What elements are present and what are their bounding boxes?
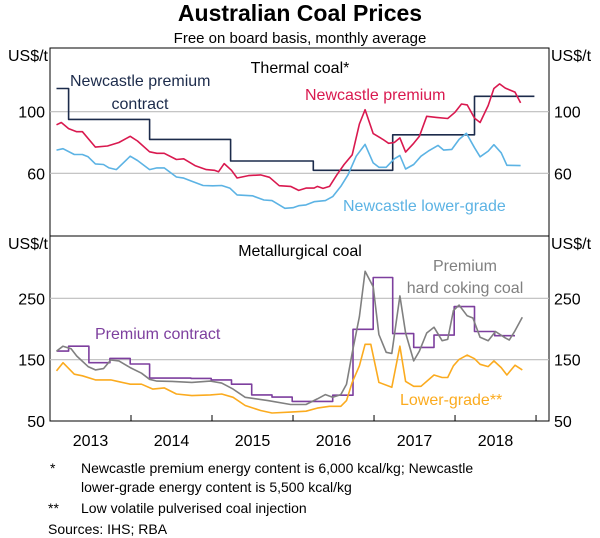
y-tick-label-right: 50 xyxy=(554,414,572,431)
y-tick-label-left: 100 xyxy=(18,105,45,122)
y-tick-label-right: 100 xyxy=(554,105,581,122)
x-tick-label: 2015 xyxy=(235,433,271,450)
footnotes: * Newcastle premium energy content is 6,… xyxy=(48,460,473,537)
chart-subtitle: Free on board basis, monthly average xyxy=(174,30,427,47)
y-tick-label-left: 250 xyxy=(18,291,45,308)
footnote-2-line-1: Low volatile pulverised coal injection xyxy=(81,500,307,516)
plot-frame xyxy=(49,47,550,422)
chart-title: Australian Coal Prices xyxy=(178,0,422,26)
panel-title: Metallurgical coal xyxy=(238,243,362,260)
series-label: Premium contract xyxy=(95,326,221,343)
y-tick-label-left: 150 xyxy=(18,353,45,370)
x-tick-label: 2013 xyxy=(73,433,109,450)
y-axis-unit-right: US$/t xyxy=(551,236,592,253)
y-tick-label-right: 60 xyxy=(554,166,572,183)
footnote-1-mark: * xyxy=(50,460,56,476)
series-line-newcastle-premium xyxy=(56,83,522,192)
x-tick-label: 2017 xyxy=(397,433,433,450)
series-label: Lower-grade** xyxy=(400,392,502,409)
y-tick-label-left: 50 xyxy=(27,414,45,431)
footnote-1-line-2: lower-grade energy content is 5,500 kcal… xyxy=(81,479,352,495)
series-label: Newcastle premium xyxy=(70,73,210,90)
y-axis-unit-left: US$/t xyxy=(8,48,49,65)
x-tick-label: 2018 xyxy=(478,433,514,450)
series-line-premium-hard-coking-coal xyxy=(56,270,524,406)
series-label: hard coking coal xyxy=(407,280,524,297)
series-line-lower-grade xyxy=(55,343,523,414)
sources: Sources: IHS; RBA xyxy=(48,521,168,537)
series-line-newcastle-lower-grade xyxy=(56,132,521,210)
y-tick-label-left: 60 xyxy=(27,166,45,183)
footnote-2-mark: ** xyxy=(48,500,59,516)
series-line-premium-contract xyxy=(56,276,515,403)
series-line-newcastle-premium-contract xyxy=(56,87,535,172)
footnote-1-line-1: Newcastle premium energy content is 6,00… xyxy=(81,460,473,476)
x-tick-label: 2014 xyxy=(154,433,190,450)
panel-title: Thermal coal* xyxy=(251,60,350,77)
y-tick-label-right: 250 xyxy=(554,291,581,308)
series-label: Newcastle premium xyxy=(305,87,445,104)
series-label: contract xyxy=(112,96,169,113)
series-label: Newcastle lower-grade xyxy=(343,198,506,215)
y-axis-unit-left: US$/t xyxy=(8,236,49,253)
y-axis-unit-right: US$/t xyxy=(551,48,592,65)
x-tick-label: 2016 xyxy=(316,433,352,450)
series-label: Premium xyxy=(433,258,497,275)
y-tick-label-right: 150 xyxy=(554,353,581,370)
